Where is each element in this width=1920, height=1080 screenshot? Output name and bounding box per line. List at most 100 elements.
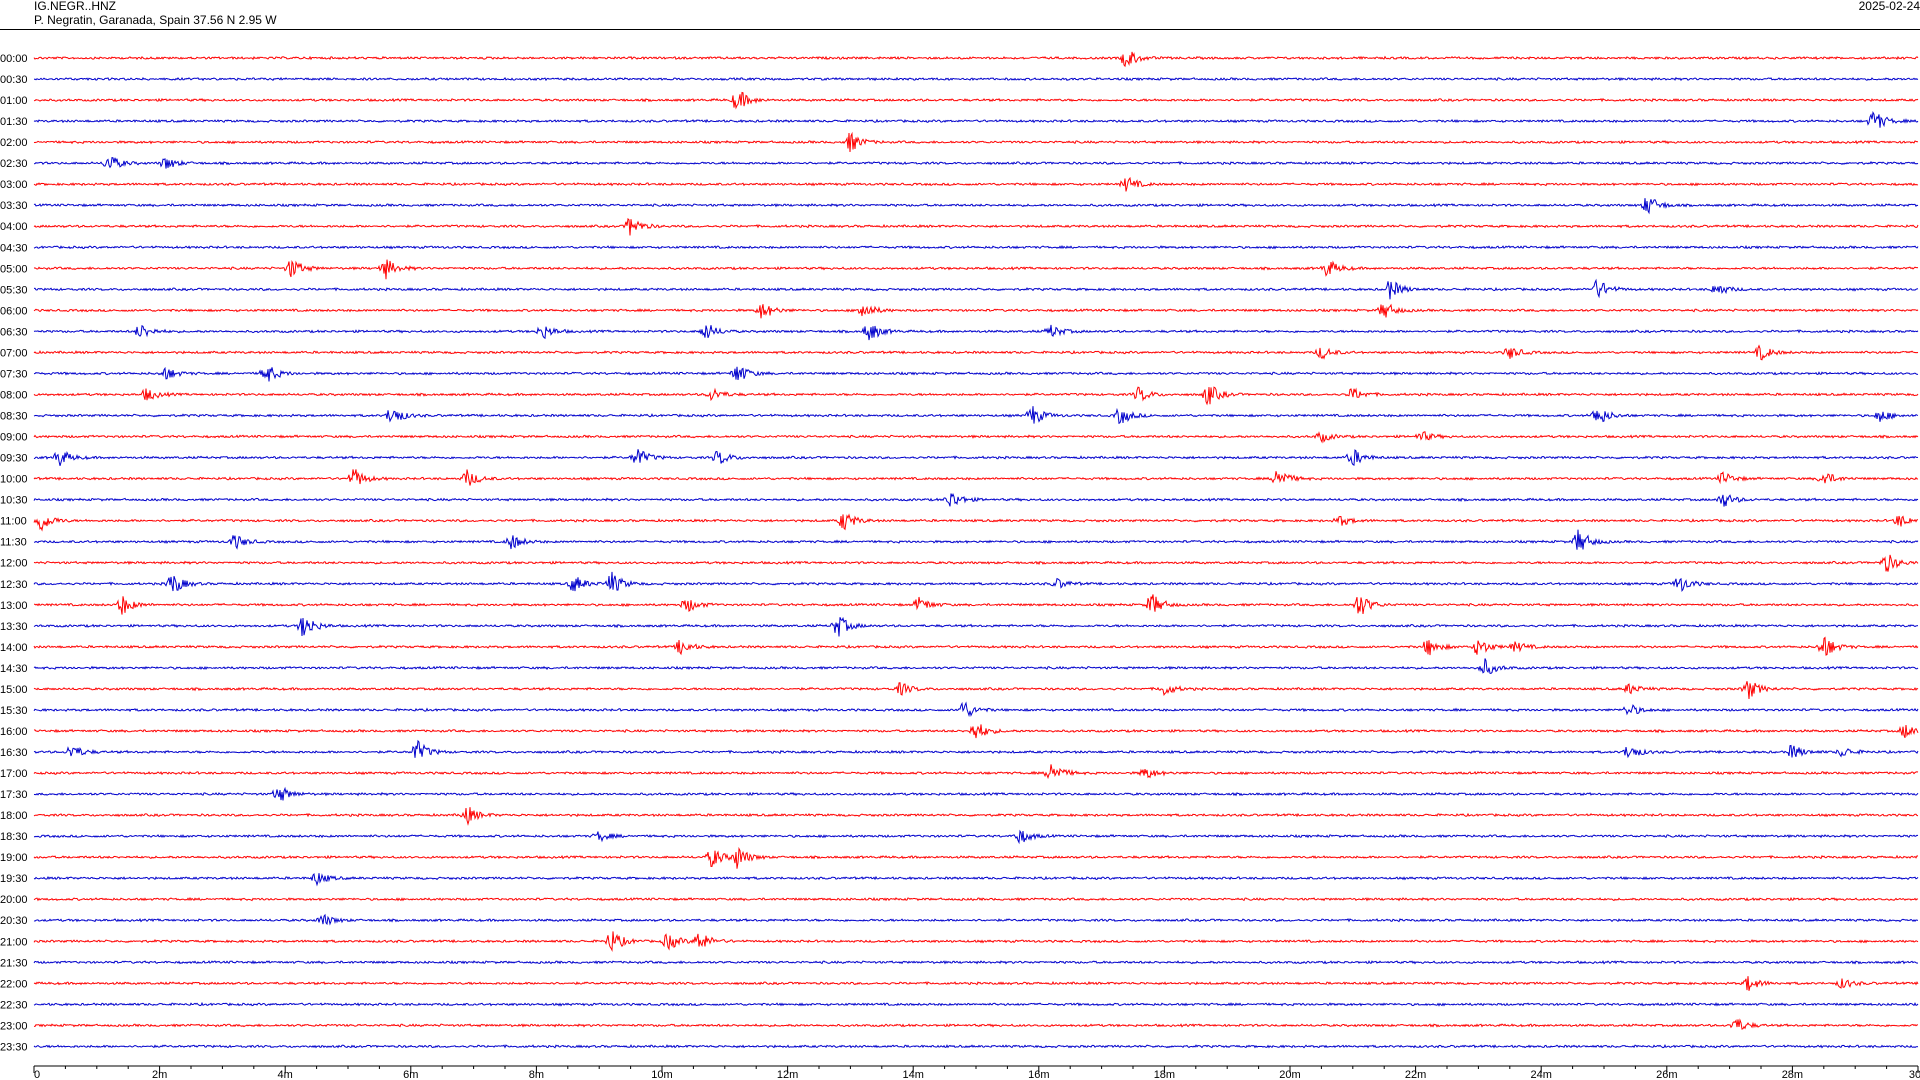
- trace-line: [34, 594, 1919, 615]
- row-time-label: 03:00: [0, 179, 28, 191]
- trace-line: [33, 1044, 1919, 1049]
- x-tick-label: 8m: [529, 1069, 544, 1080]
- x-tick-label: 4m: [278, 1069, 293, 1080]
- trace-line: [33, 198, 1919, 215]
- row-time-label: 17:30: [0, 789, 28, 801]
- trace-line: [33, 724, 1919, 739]
- channel-title: IG.NEGR..HNZ: [34, 0, 117, 13]
- row-time-label: 01:30: [0, 116, 28, 128]
- x-tick-label: 20m: [1279, 1069, 1300, 1080]
- row-time-label: 14:30: [0, 663, 28, 675]
- row-time-label: 14:00: [0, 642, 28, 654]
- row-time-label: 20:30: [0, 915, 28, 927]
- x-tick-label: 18m: [1154, 1069, 1175, 1080]
- row-time-label: 19:30: [0, 873, 28, 885]
- row-time-label: 13:00: [0, 600, 28, 612]
- row-time-label: 02:30: [0, 158, 28, 170]
- row-time-label: 03:30: [0, 200, 28, 212]
- x-tick-label: 2m: [152, 1069, 167, 1080]
- trace-line: [33, 157, 1919, 169]
- row-time-label: 01:00: [0, 95, 28, 107]
- row-time-label: 12:00: [0, 558, 28, 570]
- trace-line: [33, 636, 1919, 656]
- trace-line: [33, 976, 1919, 991]
- row-time-label: 23:30: [0, 1041, 28, 1053]
- row-time-label: 16:30: [0, 747, 28, 759]
- row-time-label: 10:00: [0, 474, 28, 486]
- trace-line: [33, 931, 1919, 952]
- trace-line: [33, 681, 1919, 700]
- row-time-label: 16:00: [0, 726, 28, 738]
- x-tick-label: 30: [1909, 1069, 1920, 1080]
- row-time-label: 18:30: [0, 831, 28, 843]
- x-tick-label: 26m: [1656, 1069, 1677, 1080]
- record-date: 2025-02-24: [1858, 0, 1920, 13]
- row-time-label: 18:00: [0, 810, 28, 822]
- x-tick-label: 22m: [1405, 1069, 1426, 1080]
- trace-line: [33, 829, 1919, 845]
- trace-line: [33, 493, 1919, 507]
- trace-line: [33, 406, 1919, 425]
- row-time-label: 11:00: [0, 516, 27, 528]
- row-time-label: 21:30: [0, 957, 28, 969]
- x-tick-label: 12m: [777, 1069, 798, 1080]
- row-time-label: 13:30: [0, 621, 28, 633]
- trace-line: [33, 431, 1919, 444]
- row-time-label: 12:30: [0, 579, 28, 591]
- trace-line: [33, 51, 1919, 68]
- trace-line: [33, 176, 1919, 192]
- trace-line: [33, 244, 1919, 250]
- row-time-label: 10:30: [0, 495, 28, 507]
- row-time-label: 04:30: [0, 242, 28, 254]
- trace-line: [33, 1018, 1918, 1030]
- row-time-label: 06:00: [0, 305, 28, 317]
- trace-line: [33, 701, 1919, 718]
- row-time-label: 21:00: [0, 936, 28, 948]
- trace-line: [33, 846, 1919, 869]
- row-time-label: 02:00: [0, 137, 28, 149]
- trace-line: [33, 110, 1919, 128]
- row-time-label: 06:30: [0, 326, 28, 338]
- row-time-label: 19:00: [0, 852, 28, 864]
- row-time-label: 07:30: [0, 368, 28, 380]
- trace-line: [33, 571, 1919, 593]
- trace-line: [33, 658, 1919, 674]
- trace-line: [33, 807, 1919, 826]
- trace-line: [33, 1001, 1919, 1007]
- trace-line: [33, 529, 1919, 550]
- trace-line: [33, 449, 1919, 466]
- trace-line: [33, 366, 1919, 382]
- trace-line: [33, 344, 1919, 361]
- row-time-label: 08:00: [0, 389, 28, 401]
- trace-line: [33, 913, 1918, 926]
- trace-line: [33, 513, 1918, 532]
- x-tick-label: 10m: [651, 1069, 672, 1080]
- trace-line: [33, 278, 1919, 300]
- trace-line: [33, 303, 1919, 319]
- trace-line: [33, 616, 1919, 637]
- row-time-label: 07:00: [0, 347, 28, 359]
- trace-line: [33, 739, 1919, 759]
- trace-line: [33, 386, 1919, 406]
- x-tick-label: 28m: [1782, 1069, 1803, 1080]
- trace-line: [33, 217, 1919, 236]
- row-time-label: 22:00: [0, 978, 28, 990]
- trace-line: [33, 786, 1919, 801]
- row-time-label: 11:30: [0, 537, 27, 549]
- x-tick-label: 16m: [1028, 1069, 1049, 1080]
- trace-line: [33, 764, 1919, 780]
- trace-line: [33, 131, 1919, 153]
- x-tick-label: 0: [34, 1069, 40, 1080]
- row-time-label: 15:00: [0, 684, 28, 696]
- x-tick-label: 6m: [403, 1069, 418, 1080]
- row-time-label: 20:00: [0, 894, 28, 906]
- trace-line: [33, 91, 1919, 110]
- x-tick-label: 24m: [1530, 1069, 1551, 1080]
- trace-line: [33, 469, 1919, 486]
- trace-line: [33, 960, 1919, 965]
- row-time-label: 05:30: [0, 284, 28, 296]
- row-time-label: 08:30: [0, 411, 28, 423]
- row-time-label: 15:30: [0, 705, 28, 717]
- trace-line: [33, 873, 1919, 887]
- trace-line: [33, 554, 1919, 572]
